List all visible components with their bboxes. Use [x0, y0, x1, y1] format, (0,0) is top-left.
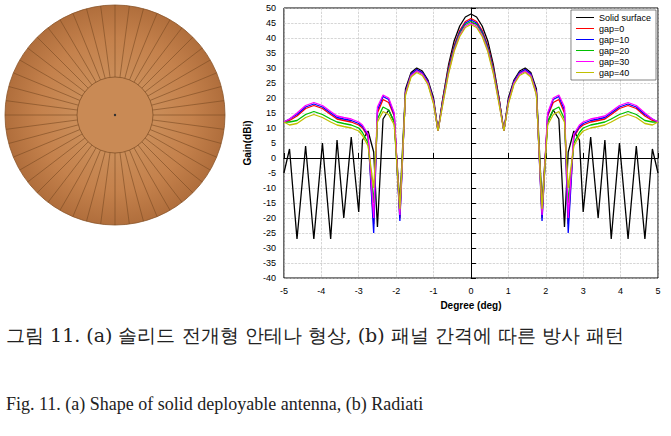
svg-text:10: 10 [266, 123, 276, 133]
svg-text:-5: -5 [280, 286, 288, 296]
svg-text:gap=40: gap=40 [599, 68, 629, 78]
svg-text:35: 35 [266, 48, 276, 58]
svg-text:gap=20: gap=20 [599, 46, 629, 56]
svg-text:Degree (deg): Degree (deg) [440, 300, 501, 311]
svg-text:-20: -20 [263, 213, 276, 223]
svg-text:-15: -15 [263, 198, 276, 208]
svg-text:-2: -2 [392, 286, 400, 296]
html-text:Fig. 11. (a) Shape of solid de: Fig. 11. (a) Shape of solid deployable a… [6, 394, 424, 414]
svg-text:Solid surface: Solid surface [599, 13, 651, 23]
svg-text:2: 2 [543, 286, 548, 296]
svg-text:4: 4 [618, 286, 623, 296]
svg-text:Gain(dBi): Gain(dBi) [242, 121, 253, 166]
svg-text:0: 0 [468, 286, 473, 296]
svg-text:5: 5 [655, 286, 660, 296]
svg-text:gap=30: gap=30 [599, 57, 629, 67]
svg-text:40: 40 [266, 33, 276, 43]
svg-text:25: 25 [266, 78, 276, 88]
svg-text:-30: -30 [263, 243, 276, 253]
svg-text:1: 1 [506, 286, 511, 296]
svg-text:3: 3 [581, 286, 586, 296]
svg-text:5: 5 [271, 138, 276, 148]
svg-text:gap=0: gap=0 [599, 24, 624, 34]
svg-text:-3: -3 [355, 286, 363, 296]
svg-text:-40: -40 [263, 273, 276, 283]
svg-text:-1: -1 [430, 286, 438, 296]
svg-text:gap=10: gap=10 [599, 35, 629, 45]
svg-text:30: 30 [266, 63, 276, 73]
svg-text:0: 0 [271, 153, 276, 163]
svg-text:50: 50 [266, 3, 276, 13]
svg-text:-4: -4 [317, 286, 325, 296]
svg-text:15: 15 [266, 108, 276, 118]
svg-text:-5: -5 [268, 168, 276, 178]
svg-text:20: 20 [266, 93, 276, 103]
svg-text:45: 45 [266, 18, 276, 28]
svg-text:-10: -10 [263, 183, 276, 193]
html-text:그림 11. (a) 솔리드 전개형 안테나 형상, (b): 그림 11. (a) 솔리드 전개형 안테나 형상, (b) 패널 간격에 따른… [6, 324, 624, 346]
svg-text:-25: -25 [263, 228, 276, 238]
svg-text:-35: -35 [263, 258, 276, 268]
